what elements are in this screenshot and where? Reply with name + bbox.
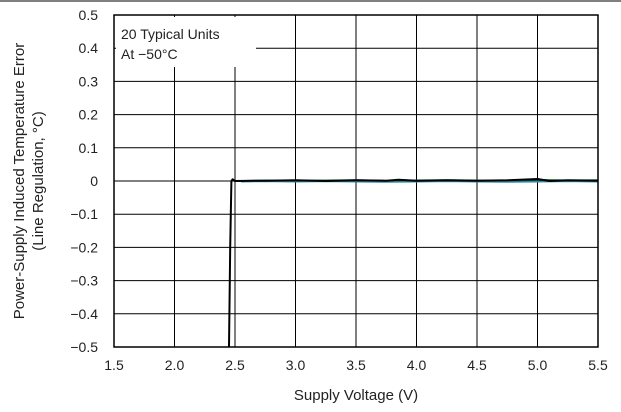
y-tick-label: 0.1 [79,140,99,156]
y-tick-label: −0.2 [70,239,98,255]
x-tick-label: 4.5 [467,357,487,373]
y-tick-label: 0.5 [79,7,99,23]
x-tick-label: 5.5 [588,357,608,373]
y-axis-title-line-1: Power-Supply Induced Temperature Error [11,43,28,320]
y-tick-label: 0.2 [79,107,99,123]
annotation-line-1: 20 Typical Units [121,26,220,42]
plot-frame [113,14,599,348]
series-layer [228,178,599,348]
x-tick-labels: 1.5 2.0 2.5 3.0 3.5 4.0 4.5 5.0 5.5 [104,357,608,373]
x-tick-label: 2.0 [165,357,185,373]
y-tick-label: −0.3 [70,273,98,289]
annotation-background [116,17,256,67]
y-tick-label: −0.1 [70,206,98,222]
annotation-line-2: At −50°C [121,46,178,62]
x-tick-label: 3.0 [286,357,306,373]
y-tick-label: 0.4 [79,40,99,56]
x-tick-label: 3.5 [346,357,366,373]
x-tick-label: 4.0 [407,357,427,373]
x-axis-title: Supply Voltage (V) [294,387,418,404]
x-tick-label: 5.0 [528,357,548,373]
y-tick-label: −0.4 [70,306,98,322]
annotation-box: 20 Typical Units At −50°C [116,17,256,67]
y-tick-labels: 0.5 0.4 0.3 0.2 0.1 0 −0.1 −0.2 −0.3 −0.4 −0.5 [70,7,98,355]
y-tick-label: −0.5 [70,339,98,355]
series-line [228,178,599,348]
series-line [240,180,599,183]
y-tick-label: 0 [90,173,98,189]
x-tick-label: 1.5 [104,357,124,373]
y-tick-label: 0.3 [79,73,99,89]
x-tick-label: 2.5 [225,357,245,373]
y-axis-title-line-2: (Line Regulation, °C) [30,111,47,250]
